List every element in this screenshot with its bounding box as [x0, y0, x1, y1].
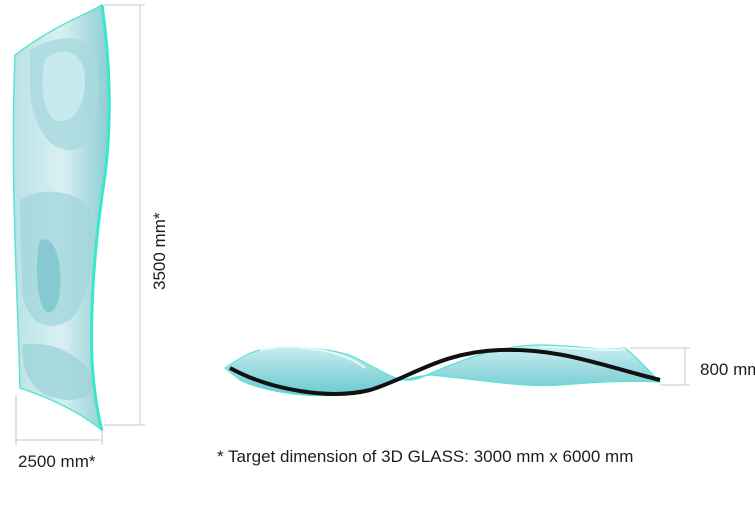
width-dimension-label: 2500 mm*: [18, 452, 96, 471]
dimension-lines: [15, 4, 690, 445]
footnote: * Target dimension of 3D GLASS: 3000 mm …: [217, 447, 634, 466]
depth-dimension-label: 800 mm: [700, 360, 755, 379]
wave-glass-panel: [223, 344, 662, 397]
height-dimension-label: 3500 mm*: [150, 212, 169, 290]
vertical-glass-panel: [12, 3, 111, 432]
